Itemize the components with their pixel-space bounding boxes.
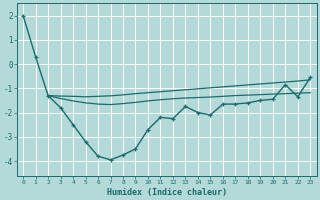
X-axis label: Humidex (Indice chaleur): Humidex (Indice chaleur)	[107, 188, 227, 197]
